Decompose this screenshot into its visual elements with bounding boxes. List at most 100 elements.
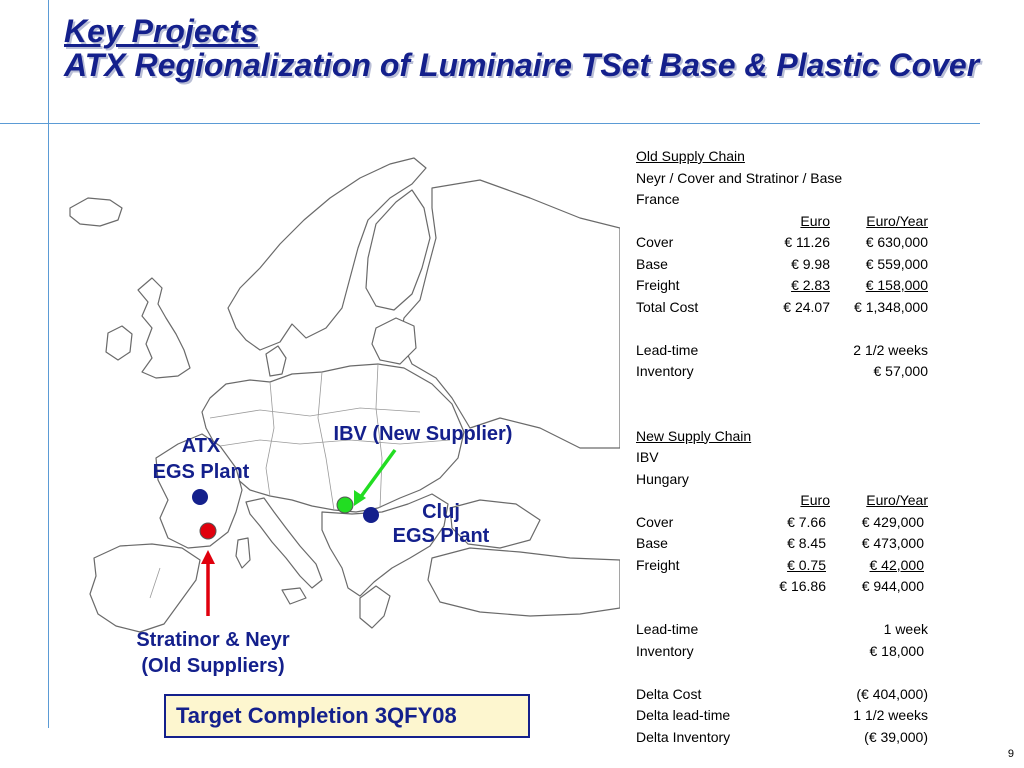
map-turkey [427,547,620,617]
old-col-euro-year: Euro/Year [866,212,928,229]
old-col-euro: Euro [800,212,830,229]
spacer-row [636,662,936,684]
old-lead-time-label: Lead-time [636,341,699,358]
cluj-plant-marker [363,507,379,523]
old-inventory-value: € 57,000 [873,363,929,379]
map-ireland [105,325,133,361]
new-total-row: € 16.86 € 944,000 [636,576,936,598]
map-sicily [281,587,307,605]
map-border-2 [317,371,335,511]
old-row-label: Freight [636,277,680,293]
map-italy [245,497,323,589]
delta-cost-row: Delta Cost (€ 404,000) [636,684,936,706]
old-inventory-label: Inventory [636,363,694,379]
map-black-sea-shore [449,499,541,549]
delta-lead-time-label: Delta lead-time [636,707,731,723]
new-total-euro: € 16.86 [779,578,826,594]
atx-plant-marker [192,489,208,505]
map-russia [399,179,620,449]
map-greece [359,585,391,629]
atx-label-line-1: ATX [181,435,221,457]
new-column-headers: Euro Euro/Year [636,490,936,512]
old-row-euro-year: € 559,000 [865,255,928,272]
new-lead-time-row: Lead-time 1 week [636,619,936,641]
cluj-label-line-2: EGS Plant [392,525,490,547]
new-inventory-value: € 18,000 [869,642,925,659]
new-supplier-text: IBV [636,449,659,465]
old-row-euro-year: € 158,000 [865,277,928,293]
new-row-label: Freight [636,556,680,573]
delta-cost-label: Delta Cost [636,685,702,702]
map-balkans [321,493,449,597]
new-supply-chain-heading: New Supply Chain [636,427,752,444]
ibv-arrow-shaft [358,448,397,500]
map-denmark [265,345,287,377]
spacer-row [636,318,936,340]
old-supply-chain-heading: Old Supply Chain [636,148,745,164]
new-col-euro-year: Euro/Year [866,492,928,508]
old-row-label: Base [636,255,668,272]
map-finland [365,189,431,311]
map-border-3 [375,363,383,509]
delta-inventory-row: Delta Inventory (€ 39,000) [636,727,936,749]
new-row-euro: € 7.66 [787,513,826,530]
atx-label-line-2: EGS Plant [152,461,250,483]
old-row-euro-year: € 630,000 [865,234,928,250]
old-cover-row: Cover € 11.26 € 630,000 [636,232,936,254]
map-border-5 [209,407,421,419]
delta-inventory-value: (€ 39,000) [864,728,928,745]
delta-inventory-label: Delta Inventory [636,728,731,745]
old-suppliers-arrow-head [201,550,215,564]
old-suppliers-text: Neyr / Cover and Stratinor / Base [636,169,843,186]
new-row-euro: € 8.45 [787,535,826,551]
slide-title: Key Projects ATX Regionalization of Lumi… [64,14,979,82]
delta-lead-time-row: Delta lead-time 1 1/2 weeks [636,705,936,727]
old-total-row: Total Cost € 24.07 € 1,348,000 [636,297,936,319]
old-row-euro: € 2.83 [791,277,830,293]
new-country-row: Hungary [636,469,936,491]
target-completion-box: Target Completion 3QFY08 [164,694,530,738]
delta-cost-value: (€ 404,000) [856,685,928,702]
map-baltics [371,317,417,365]
old-row-label: Cover [636,234,674,250]
new-country-text: Hungary [636,470,689,487]
map-border-6 [149,567,161,599]
map-iceland [69,197,123,227]
new-row-euro-year: € 473,000 [861,535,924,551]
new-col-euro: Euro [800,492,830,508]
old-base-row: Base € 9.98 € 559,000 [636,254,936,276]
title-line-2: ATX Regionalization of Luminaire TSet Ba… [64,47,980,83]
map-border-4 [219,439,451,447]
ibv-marker [336,496,354,514]
map-great-britain [137,277,191,379]
map-border-1 [265,381,275,497]
new-lead-time-label: Lead-time [636,621,699,637]
new-freight-row: Freight € 0.75 € 42,000 [636,555,936,577]
old-column-headers: Euro Euro/Year [636,211,936,233]
old-suppliers-marker [199,522,217,540]
ibv-arrow-head [354,490,366,506]
stratinor-label-line-1: Stratinor & Neyr [136,629,290,651]
new-inventory-row: Inventory € 18,000 [636,641,936,663]
old-country-row: France [636,189,936,211]
delta-lead-time-value: 1 1/2 weeks [853,707,928,723]
new-total-euro-year: € 944,000 [861,578,924,594]
new-row-label: Base [636,535,668,551]
old-country-text: France [636,191,680,207]
old-row-euro: € 11.26 [784,234,830,250]
old-row-euro-year: € 1,348,000 [854,298,928,315]
cluj-label-line-1: Cluj [422,501,460,523]
spacer-row [636,404,936,426]
title-line-1: Key Projects [64,13,258,49]
europe-map [69,157,620,633]
page-number: 9 [1007,748,1014,760]
old-row-euro: € 24.07 [783,298,830,315]
spacer-row [636,383,936,405]
map-iberia [89,543,201,633]
new-row-euro-year: € 429,000 [861,513,924,530]
old-lead-time-row: Lead-time 2 1/2 weeks [636,340,936,362]
old-inventory-row: Inventory € 57,000 [636,361,936,383]
new-base-row: Base € 8.45 € 473,000 [636,533,936,555]
new-lead-time-value: 1 week [883,621,928,637]
new-supplier-row: IBV [636,447,936,469]
